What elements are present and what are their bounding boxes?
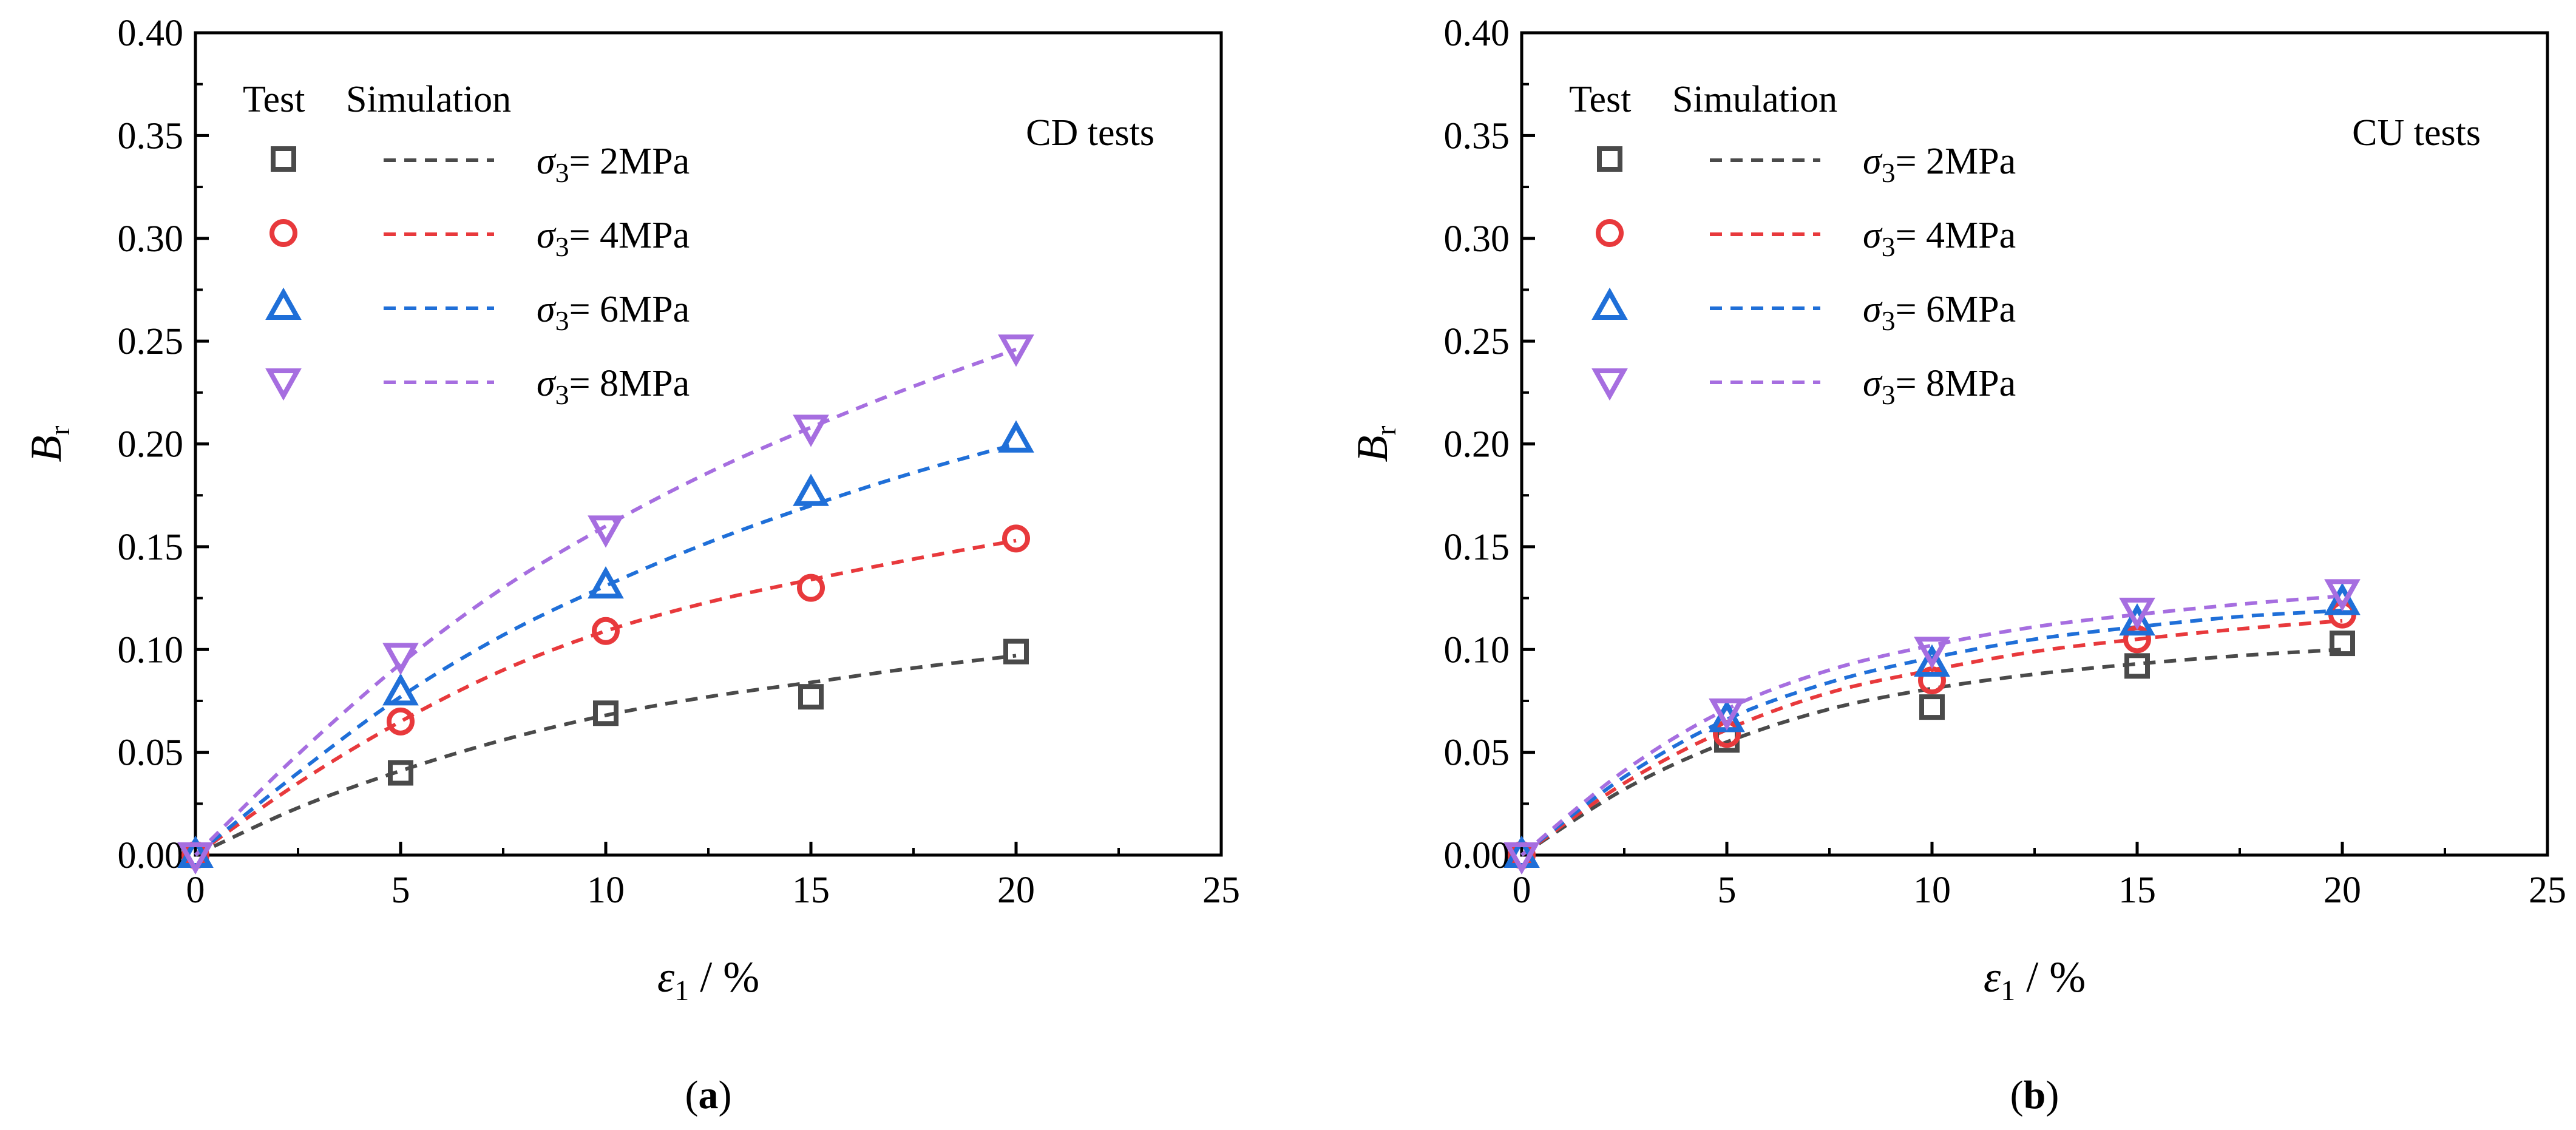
test-point-s1-2 xyxy=(593,700,619,726)
x-tick-label: 15 xyxy=(2118,870,2156,911)
legend-marker-4 xyxy=(265,368,302,401)
legend-marker-2 xyxy=(269,219,297,247)
test-point-s1-4 xyxy=(1003,638,1029,665)
y-tick-label: 0.10 xyxy=(1444,629,1510,671)
legend-marker-4 xyxy=(1591,368,1628,401)
y-tick-label: 0.25 xyxy=(118,321,184,362)
x-tick-label: 25 xyxy=(1202,870,1240,911)
legend-header-test: Test xyxy=(1569,79,1631,120)
test-point-s4-4 xyxy=(998,334,1034,367)
test-point-s4-1 xyxy=(1709,698,1745,731)
test-point-s3-4 xyxy=(998,420,1034,453)
y-tick-label: 0.15 xyxy=(1444,527,1510,568)
simulation-line-4 xyxy=(194,347,1017,857)
x-tick-label: 5 xyxy=(1718,870,1737,911)
legend-label-1: σ3= 2MPa xyxy=(1863,141,2016,188)
legend-marker-3 xyxy=(265,287,302,320)
legend-label-3: σ3= 6MPa xyxy=(1863,289,2016,336)
test-point-s1-2 xyxy=(1919,694,1945,720)
y-tick-label: 0.05 xyxy=(1444,732,1510,774)
test-type-annotation: CD tests xyxy=(1026,112,1154,154)
simulation-line-3 xyxy=(1520,608,2343,857)
legend-header-simulation: Simulation xyxy=(1672,79,1837,120)
simulation-line-1 xyxy=(1520,648,2343,857)
legend-marker-1 xyxy=(1597,146,1622,172)
y-tick-label: 0.25 xyxy=(1444,321,1510,362)
legend-marker-3 xyxy=(1591,287,1628,320)
test-point-s4-3 xyxy=(2119,597,2155,631)
test-point-s4-1 xyxy=(382,643,419,675)
y-tick-label: 0.05 xyxy=(118,732,184,774)
y-tick-label: 0.00 xyxy=(1444,835,1510,876)
legend-marker-1 xyxy=(271,146,296,172)
legend-label-2: σ3= 4MPa xyxy=(537,215,690,262)
test-point-s3-3 xyxy=(2119,603,2155,636)
x-tick-label: 20 xyxy=(2323,870,2361,911)
test-point-s2-3 xyxy=(797,573,825,602)
y-tick-label: 0.30 xyxy=(118,218,184,260)
test-point-s4-2 xyxy=(588,515,624,548)
y-tick-label: 0.15 xyxy=(118,527,184,568)
y-tick-label: 0.40 xyxy=(118,13,184,54)
test-point-s3-4 xyxy=(2324,583,2361,615)
x-tick-label: 0 xyxy=(186,870,205,911)
simulation-line-4 xyxy=(1520,594,2343,857)
x-tick-label: 15 xyxy=(792,870,830,911)
test-point-s1-1 xyxy=(388,760,413,786)
y-tick-label: 0.35 xyxy=(1444,115,1510,157)
x-tick-label: 20 xyxy=(997,870,1035,911)
test-point-s4-3 xyxy=(793,414,829,447)
test-point-s1-3 xyxy=(2124,653,2150,679)
legend-label-3: σ3= 6MPa xyxy=(537,289,690,336)
y-tick-label: 0.30 xyxy=(1444,218,1510,260)
test-point-s4-0 xyxy=(177,842,214,875)
test-type-annotation: CU tests xyxy=(2352,112,2481,154)
legend-label-4: σ3= 8MPa xyxy=(537,363,690,410)
x-axis-title: ε1 / % xyxy=(657,953,759,1007)
chart-panel-a: 0 5 10 15 20 25 0.00 0.05 0.10 0.15 0.20 0.25 0.30 0.… xyxy=(22,13,1240,1117)
chart-panel-b: 0 5 10 15 20 25 0.00 0.05 0.10 0.15 0.20 0.25 0.30 0.… xyxy=(1348,13,2566,1117)
panel-label: (a) xyxy=(685,1073,732,1117)
x-tick-label: 10 xyxy=(1913,870,1951,911)
test-point-s3-1 xyxy=(382,673,419,706)
test-point-s3-3 xyxy=(793,473,829,506)
x-tick-label: 5 xyxy=(391,870,410,911)
test-point-s2-4 xyxy=(1002,524,1030,553)
simulation-line-1 xyxy=(194,654,1017,857)
legend: Test Simulation σ3= 2MPa σ3= 4MPa σ3= 6MPa σ3… xyxy=(243,79,690,410)
y-tick-label: 0.40 xyxy=(1444,13,1510,54)
y-tick-label: 0.35 xyxy=(118,115,184,157)
x-axis-title: ε1 / % xyxy=(1984,953,2086,1007)
legend-marker-2 xyxy=(1596,219,1624,247)
test-point-s1-3 xyxy=(798,684,824,710)
x-tick-label: 10 xyxy=(587,870,625,911)
y-tick-label: 0.20 xyxy=(1444,424,1510,465)
test-point-s4-0 xyxy=(1503,842,1540,875)
legend-label-4: σ3= 8MPa xyxy=(1863,363,2016,410)
y-tick-label: 0.20 xyxy=(118,424,184,465)
test-point-s2-1 xyxy=(387,707,415,736)
test-point-s3-2 xyxy=(588,566,624,599)
x-tick-label: 0 xyxy=(1513,870,1531,911)
y-axis-title: Br xyxy=(1348,426,1402,462)
legend-label-1: σ3= 2MPa xyxy=(537,141,690,188)
x-tick-label: 25 xyxy=(2529,870,2566,911)
simulation-line-3 xyxy=(194,442,1017,857)
y-tick-label: 0.00 xyxy=(118,835,184,876)
legend-header-test: Test xyxy=(243,79,305,120)
plot-frame xyxy=(1520,31,2549,857)
legend-label-2: σ3= 4MPa xyxy=(1863,215,2016,262)
test-point-s4-4 xyxy=(2324,579,2361,612)
test-point-s4-2 xyxy=(1914,637,1950,669)
simulation-line-2 xyxy=(194,538,1017,857)
test-point-s1-4 xyxy=(2330,631,2355,657)
legend: Test Simulation σ3= 2MPa σ3= 4MPa σ3= 6MPa σ3… xyxy=(1569,79,2016,410)
y-tick-label: 0.10 xyxy=(118,629,184,671)
y-axis-title: Br xyxy=(22,426,76,462)
test-point-s3-2 xyxy=(1914,644,1950,677)
legend-header-simulation: Simulation xyxy=(346,79,511,120)
test-point-s2-2 xyxy=(592,617,620,645)
panel-label: (b) xyxy=(2010,1073,2059,1117)
